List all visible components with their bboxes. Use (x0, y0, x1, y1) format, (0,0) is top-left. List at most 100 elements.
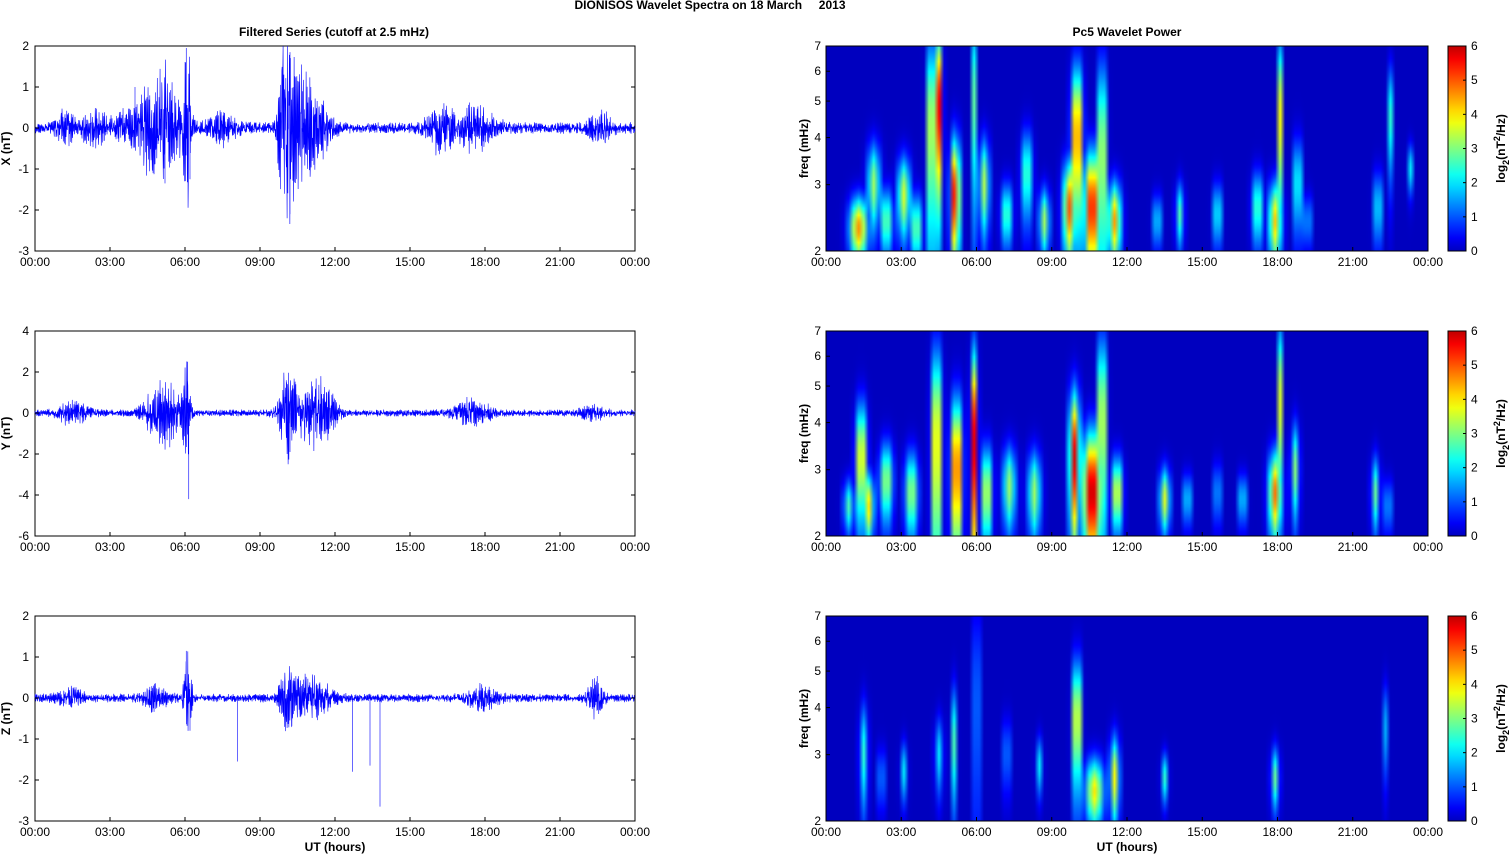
wavelet-xtick-label: 03:00 (886, 540, 916, 554)
series-xtick-label: 18:00 (470, 540, 500, 554)
series-ytick-label: 0 (22, 406, 29, 420)
series-xtick-label: 18:00 (470, 255, 500, 269)
series-trace (34, 650, 636, 807)
series-plot-area (34, 330, 636, 537)
wavelet-ytick-label: 4 (814, 701, 821, 715)
series-ytick-label: -2 (18, 203, 29, 217)
wavelet-ylabel: freq (mHz) (797, 119, 811, 178)
series-ytick-label: -2 (18, 447, 29, 461)
series-xtick-label: 06:00 (170, 540, 200, 554)
series-plot-area (34, 615, 636, 822)
colorbar-label-part: log (1494, 165, 1508, 183)
series-ytick-label: -1 (18, 162, 29, 176)
series-xtick-label: 09:00 (245, 825, 275, 839)
colorbar-label-part: 2 (1492, 706, 1502, 711)
colorbar-tick-label: 1 (1471, 780, 1478, 794)
panel-z-wavelet: 2 3 4 5 6 7 00:00 03:00 06:00 09:00 12:00 15:00 18:0… (797, 609, 1511, 854)
wavelet-ytick-label: 5 (814, 379, 821, 393)
series-ytick-label: -3 (18, 244, 29, 258)
wavelet-xtick-label: 12:00 (1112, 825, 1142, 839)
wavelet-xtick-label: 09:00 (1037, 540, 1067, 554)
series-ylabel: Z (nT) (0, 702, 13, 735)
figure-title: DIONISOS Wavelet Spectra on 18 March 201… (575, 0, 846, 12)
wavelet-ytick-label: 2 (814, 244, 821, 258)
series-ytick-label: 0 (22, 121, 29, 135)
panel-x-wavelet: 2 3 4 5 6 7 00:00 03:00 06:00 09:00 12:00 15:00 18:0… (797, 39, 1511, 269)
wavelet-power-image (826, 616, 1428, 821)
series-ytick-label: -1 (18, 732, 29, 746)
series-xtick-label: 03:00 (95, 825, 125, 839)
panel-x-series: -3 -2 -1 0 1 2 00:00 03:00 06:00 09:00 12:00 15:00 1… (0, 39, 650, 269)
series-xtick-label: 09:00 (245, 540, 275, 554)
series-ytick-label: 0 (22, 691, 29, 705)
series-trace (34, 45, 636, 225)
colorbar-label-part: /Hz) (1494, 399, 1508, 421)
colorbar-tick-label: 2 (1471, 461, 1478, 475)
series-xtick-label: 00:00 (20, 255, 50, 269)
colorbar-label-part: (nT (1494, 711, 1508, 730)
colorbar-tick-label: 1 (1471, 210, 1478, 224)
wavelet-xtick-label: 06:00 (961, 540, 991, 554)
wavelet-xlabel: UT (hours) (1097, 840, 1158, 854)
colorbar-label: log2(nT2/Hz) (1492, 114, 1511, 183)
wavelet-xtick-label: 03:00 (886, 825, 916, 839)
series-xtick-label: 18:00 (470, 825, 500, 839)
colorbar-tick-label: 4 (1471, 392, 1478, 406)
wavelet-ytick-label: 6 (814, 64, 821, 78)
colorbar-label-part: 2 (1501, 160, 1511, 165)
colorbar-label-part: (nT (1494, 141, 1508, 160)
series-xtick-label: 06:00 (170, 825, 200, 839)
series-xtick-label: 06:00 (170, 255, 200, 269)
wavelet-xtick-label: 12:00 (1112, 255, 1142, 269)
colorbar-tick-label: 4 (1471, 677, 1478, 691)
colorbar-tick-label: 5 (1471, 358, 1478, 372)
series-xtick-label: 00:00 (20, 825, 50, 839)
colorbar-tick-label: 2 (1471, 746, 1478, 760)
series-xtick-label: 03:00 (95, 540, 125, 554)
wavelet-xtick-label: 21:00 (1338, 540, 1368, 554)
series-ytick-label: -6 (18, 529, 29, 543)
panel-y-series: -6 -4 -2 0 2 4 00:00 03:00 06:00 09:00 12:00 15:00 1… (0, 324, 650, 554)
wavelet-xtick-label: 09:00 (1037, 255, 1067, 269)
wavelet-xtick-label: 18:00 (1262, 255, 1292, 269)
wavelet-ytick-label: 5 (814, 94, 821, 108)
wavelet-xtick-label: 00:00 (811, 540, 841, 554)
series-xtick-label: 00:00 (620, 825, 650, 839)
series-xtick-label: 21:00 (545, 825, 575, 839)
left-column-title: Filtered Series (cutoff at 2.5 mHz) (239, 25, 429, 39)
series-xtick-label: 00:00 (620, 540, 650, 554)
wavelet-xtick-label: 06:00 (961, 255, 991, 269)
wavelet-ytick-label: 3 (814, 463, 821, 477)
wavelet-xtick-label: 00:00 (1413, 825, 1443, 839)
wavelet-ytick-label: 3 (814, 748, 821, 762)
wavelet-ytick-label: 3 (814, 178, 821, 192)
wavelet-ytick-label: 7 (814, 39, 821, 53)
colorbar-tick-label: 4 (1471, 107, 1478, 121)
series-xtick-label: 21:00 (545, 255, 575, 269)
wavelet-xtick-label: 15:00 (1187, 540, 1217, 554)
colorbar-label-part: (nT (1494, 426, 1508, 445)
series-ytick-label: 1 (22, 650, 29, 664)
colorbar-label-part: /Hz) (1494, 684, 1508, 706)
colorbar-tick-label: 6 (1471, 39, 1478, 53)
colorbar-tick-label: 6 (1471, 324, 1478, 338)
colorbar-tick-label: 5 (1471, 643, 1478, 657)
wavelet-xtick-label: 00:00 (1413, 540, 1443, 554)
wavelet-power-image (826, 331, 1428, 536)
series-xtick-label: 09:00 (245, 255, 275, 269)
wavelet-xtick-label: 21:00 (1338, 825, 1368, 839)
series-ytick-label: -3 (18, 814, 29, 828)
series-xtick-label: 03:00 (95, 255, 125, 269)
right-column-title: Pc5 Wavelet Power (1073, 25, 1182, 39)
wavelet-ytick-label: 6 (814, 634, 821, 648)
wavelet-xtick-label: 15:00 (1187, 825, 1217, 839)
colorbar-tick-label: 0 (1471, 529, 1478, 543)
wavelet-ytick-label: 4 (814, 416, 821, 430)
panel-z-series: -3 -2 -1 0 1 2 00:00 03:00 06:00 09:00 12:00 15:00 1… (0, 609, 650, 854)
series-trace (34, 361, 636, 500)
colorbar-label: log2(nT2/Hz) (1492, 399, 1511, 468)
series-xtick-label: 12:00 (320, 825, 350, 839)
series-plot-area (34, 45, 636, 252)
wavelet-xtick-label: 18:00 (1262, 825, 1292, 839)
